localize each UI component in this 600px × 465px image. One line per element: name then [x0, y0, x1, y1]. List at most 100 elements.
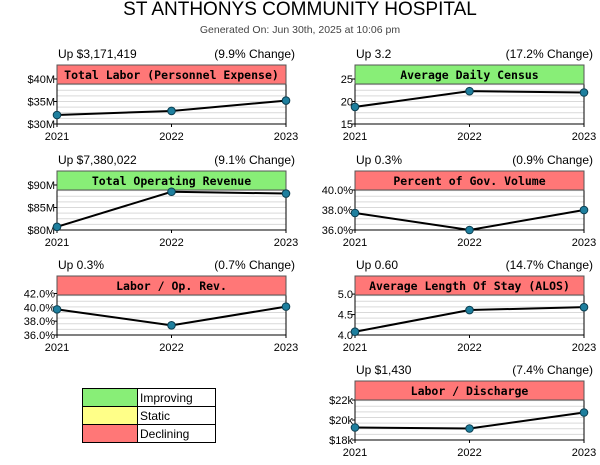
data-point: [350, 423, 360, 432]
change-amount: Up $1,430: [356, 363, 412, 377]
x-tick-label: 2021: [343, 447, 367, 459]
change-percent: (0.9% Change): [512, 153, 593, 167]
chart-title: Percent of Gov. Volume: [393, 174, 545, 188]
data-point: [579, 88, 589, 97]
data-point: [52, 110, 62, 120]
x-tick-label: 2021: [45, 237, 69, 249]
y-tick-label: $90M: [27, 180, 55, 192]
page-title: ST ANTHONYS COMMUNITY HOSPITAL: [123, 0, 477, 20]
data-point: [281, 302, 291, 311]
x-tick-label: 2022: [159, 131, 183, 143]
y-tick-label: 38.0%: [24, 316, 55, 328]
y-tick-label: $80M: [27, 225, 55, 237]
chart-title: Labor / Op. Rev.: [116, 279, 227, 293]
title-banner: [354, 275, 585, 296]
x-tick-label: 2022: [159, 342, 183, 354]
generated-timestamp: Generated On: Jun 30th, 2025 at 10:06 pm: [199, 24, 401, 36]
y-tick-label: 36.0%: [24, 330, 55, 342]
y-tick-label: 5.0: [338, 289, 353, 301]
panel-labor-op-rev: Up 0.3% (0.7% Change) Labor / Op. Rev. 42…: [24, 258, 298, 358]
y-tick-label: 15: [341, 119, 353, 131]
x-tick-label: 2023: [274, 342, 298, 354]
panel-total-operating-revenue: Up $7,380,022 (9.1% Change) Total Operat…: [27, 153, 298, 253]
data-point: [350, 102, 360, 112]
y-tick-label: $35M: [27, 97, 55, 109]
data-point: [350, 327, 360, 337]
data-point: [167, 187, 176, 197]
x-tick-label: 2022: [457, 342, 481, 354]
x-tick-label: 2023: [572, 237, 596, 249]
change-percent: (9.1% Change): [214, 153, 295, 167]
y-tick-label: $18k: [329, 435, 353, 447]
change-percent: (0.7% Change): [214, 258, 295, 272]
y-tick-label: 20: [341, 97, 353, 109]
change-amount: Up $3,171,419: [58, 47, 137, 61]
change-percent: (7.4% Change): [512, 363, 593, 377]
chart-title: Average Daily Census: [400, 68, 538, 82]
title-banner: [354, 380, 585, 401]
title-banner: [56, 64, 287, 85]
y-tick-label: 42.0%: [24, 288, 55, 300]
data-point: [52, 305, 62, 314]
x-tick-label: 2023: [572, 131, 596, 143]
y-tick-label: $40M: [27, 74, 55, 86]
y-tick-label: 25: [341, 74, 353, 86]
change-amount: Up 0.60: [356, 258, 399, 272]
chart-svg: Total Labor (Personnel Expense) $40M $35M $…: [27, 64, 298, 143]
change-percent: (14.7% Change): [505, 258, 593, 272]
chart-title: Labor / Discharge: [411, 384, 529, 398]
y-tick-label: $22k: [329, 395, 353, 407]
legend-row-declining: Declining: [82, 424, 216, 443]
status-legend: Improving Static Declining: [82, 388, 216, 443]
panel-average-daily-census: Up 3.2 (17.2% Change) Average Daily Cens…: [341, 47, 596, 147]
title-banner: [354, 170, 585, 191]
x-tick-label: 2021: [343, 237, 367, 249]
static-swatch: [82, 406, 138, 425]
data-point: [579, 408, 589, 417]
panel-alos: Up 0.60 (14.7% Change) Average Length Of…: [338, 258, 597, 358]
x-tick-label: 2021: [45, 342, 69, 354]
declining-swatch: [82, 424, 138, 443]
y-tick-label: $20k: [329, 415, 353, 427]
legend-label: Improving: [137, 388, 216, 407]
data-point: [465, 305, 474, 315]
x-tick-label: 2023: [274, 237, 298, 249]
panel-labor-discharge: Up $1,430 (7.4% Change) Labor / Discharg…: [329, 363, 596, 463]
data-point: [465, 86, 474, 96]
change-amount: Up $7,380,022: [58, 153, 137, 167]
chart-title: Total Operating Revenue: [92, 174, 251, 188]
data-point: [465, 225, 474, 235]
title-banner: [56, 275, 287, 296]
legend-label: Static: [137, 406, 216, 425]
y-tick-label: $30M: [27, 119, 55, 131]
x-tick-label: 2023: [274, 131, 298, 143]
change-percent: (17.2% Change): [505, 47, 593, 61]
change-amount: Up 0.3%: [356, 153, 403, 167]
x-tick-label: 2022: [457, 131, 481, 143]
chart-svg: Average Length Of Stay (ALOS)5.04.54.020…: [338, 275, 596, 354]
y-tick-label: 38.0%: [322, 205, 353, 217]
change-percent: (9.9% Change): [214, 47, 295, 61]
x-tick-label: 2021: [343, 131, 367, 143]
x-tick-label: 2023: [572, 342, 596, 354]
legend-row-static: Static: [82, 406, 216, 425]
data-point: [579, 302, 589, 312]
y-tick-label: 40.0%: [322, 185, 353, 197]
chart-svg: Percent of Gov. Volume40.0%38.0%36.0%202…: [322, 170, 596, 249]
x-tick-label: 2022: [159, 237, 183, 249]
series-line: [56, 190, 287, 228]
change-amount: Up 3.2: [356, 47, 392, 61]
panel-total-labor: Up $3,171,419 (9.9% Change) Total Labor …: [27, 47, 298, 147]
y-tick-label: $85M: [27, 203, 55, 215]
data-point: [167, 321, 176, 330]
title-banner: [354, 64, 585, 85]
panel-percent-gov-volume: Up 0.3% (0.9% Change) Percent of Gov. Vo…: [322, 153, 596, 253]
y-tick-label: 40.0%: [24, 302, 55, 314]
x-tick-label: 2021: [343, 342, 367, 354]
x-tick-label: 2021: [45, 131, 69, 143]
y-tick-label: 4.0: [338, 330, 353, 342]
y-tick-label: 4.5: [338, 310, 353, 322]
